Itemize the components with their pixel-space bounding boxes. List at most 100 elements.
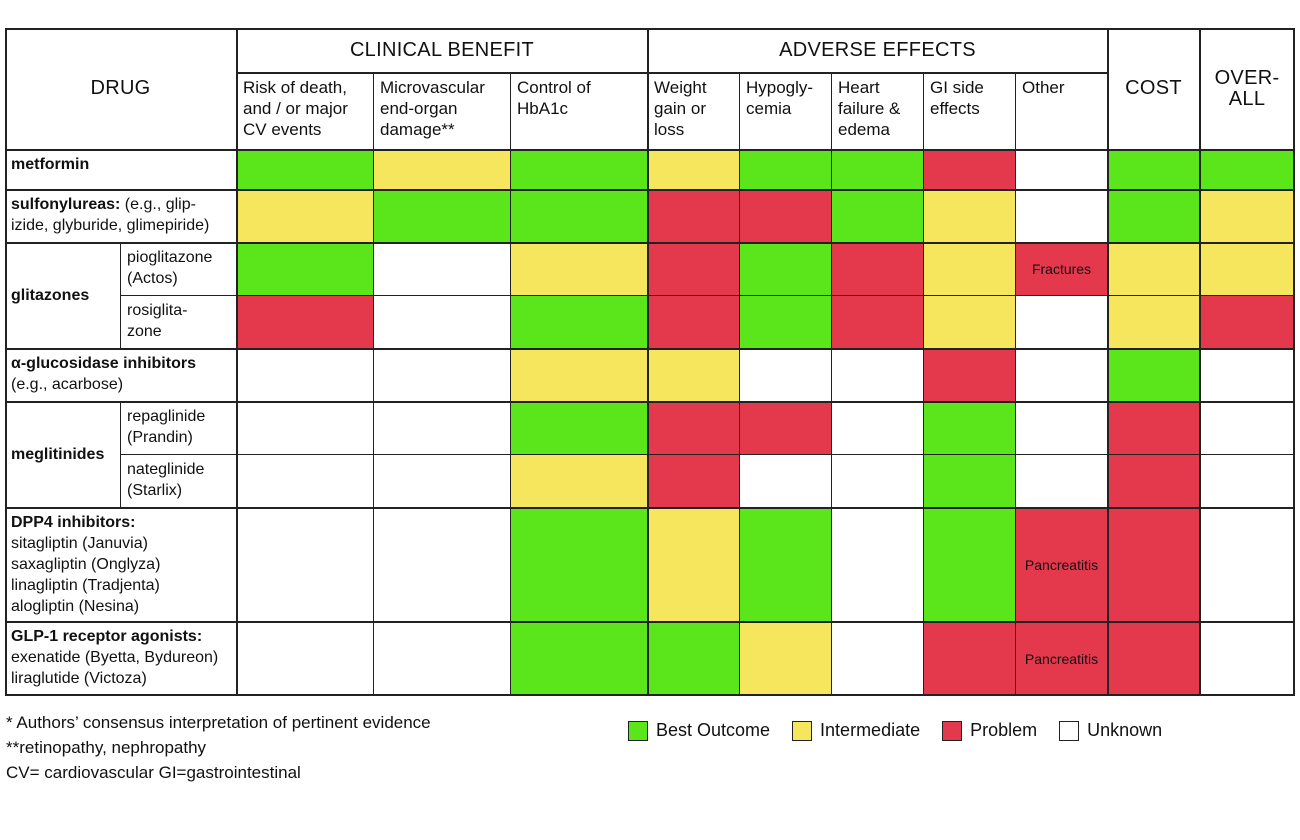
row-subdrug: nateglinide (Starlix) [121, 455, 237, 508]
legend-item-unknown: Unknown [1059, 720, 1162, 741]
table-rule [1107, 28, 1109, 696]
header-column-2: Control of HbA1c [511, 73, 648, 150]
rating-cell [1108, 296, 1200, 349]
row-group-glp1: GLP-1 receptor agonists: exenatide (Byet… [5, 622, 237, 696]
rating-cell [1108, 402, 1200, 455]
rating-cell [832, 402, 924, 455]
drug-class-label: metformin [11, 154, 89, 175]
rating-cell: Pancreatitis [1016, 622, 1108, 696]
rating-cell [648, 349, 740, 402]
legend-item-best: Best Outcome [628, 720, 770, 741]
sub-drug-label: pioglitazone (Actos) [127, 249, 213, 287]
rating-cell [374, 455, 511, 508]
drug-class-label: α-glucosidase inhibitors (e.g., acarbose… [11, 353, 196, 395]
rating-cell: Fractures [1016, 243, 1108, 296]
row-group-sulfonylureas: sulfonylureas: (e.g., glip- izide, glybu… [5, 190, 237, 243]
drug-examples: exenatide (Byetta, Bydureon) liraglutide… [11, 649, 219, 687]
rating-cell [924, 150, 1016, 190]
rating-cell [740, 402, 832, 455]
header-adverse-effects: ADVERSE EFFECTS [648, 28, 1108, 73]
header-column-3: Weight gain or loss [648, 73, 740, 150]
rating-cell [832, 455, 924, 508]
table-rule [1199, 28, 1201, 696]
column-header-label: Microvascular end-organ damage** [380, 78, 485, 139]
rating-cell [740, 150, 832, 190]
table-rule [236, 28, 238, 696]
rating-cell [1016, 455, 1108, 508]
column-header-label: GI side effects [930, 78, 984, 118]
rating-cell [740, 296, 832, 349]
header-column-0: Risk of death, and / or major CV events [237, 73, 374, 150]
drug-class-label: GLP-1 receptor agonists: exenatide (Byet… [11, 626, 218, 689]
rating-cell [1016, 296, 1108, 349]
column-header-label: Heart failure & edema [838, 78, 901, 139]
sub-drug-label: rosiglita- zone [127, 302, 188, 340]
rating-cell [832, 150, 924, 190]
rating-cell [648, 455, 740, 508]
rating-cell [832, 296, 924, 349]
rating-cell [832, 508, 924, 622]
rating-cell [1200, 455, 1295, 508]
drug-examples: (e.g., acarbose) [11, 376, 124, 393]
sub-drug-label: nateglinide (Starlix) [127, 461, 205, 499]
rating-cell [740, 508, 832, 622]
rating-note: Fractures [1031, 261, 1092, 277]
header-column-1: Microvascular end-organ damage** [374, 73, 511, 150]
rating-cell [237, 402, 374, 455]
drug-class-name: metformin [11, 156, 90, 173]
rating-cell [374, 508, 511, 622]
legend-swatch [628, 720, 648, 741]
header-column-4: Hypogly- cemia [740, 73, 832, 150]
rating-cell [237, 455, 374, 508]
rating-note: Pancreatitis [1024, 556, 1099, 573]
header-overall: OVER- ALL [1200, 28, 1295, 150]
rating-cell [740, 243, 832, 296]
drug-class-label: meglitinides [5, 444, 120, 465]
drug-class-label: DPP4 inhibitors: sitagliptin (Januvia) s… [11, 512, 160, 617]
legend-label: Best Outcome [656, 720, 771, 740]
rating-cell [648, 190, 740, 243]
row-subdrug: repaglinide (Prandin) [121, 402, 237, 455]
rating-cell [237, 243, 374, 296]
rating-cell [511, 349, 648, 402]
rating-cell [237, 349, 374, 402]
legend-label: Unknown [1087, 720, 1163, 740]
rating-cell [1108, 508, 1200, 622]
drug-class-name: α-glucosidase inhibitors [11, 355, 196, 372]
row-group-glitazones: glitazones [5, 243, 121, 349]
rating-cell [924, 622, 1016, 696]
table-rule [5, 242, 1295, 244]
rating-cell [511, 150, 648, 190]
drug-examples: sitagliptin (Januvia) saxagliptin (Ongly… [11, 535, 161, 615]
header-cost-label: COST [1125, 77, 1182, 99]
header-column-5: Heart failure & edema [832, 73, 924, 150]
table-rule [5, 401, 1295, 403]
rating-cell [237, 622, 374, 696]
rating-cell [511, 296, 648, 349]
rating-cell [832, 190, 924, 243]
rating-cell [374, 402, 511, 455]
legend-item-problem: Problem [942, 720, 1037, 741]
rating-cell [1016, 349, 1108, 402]
row-subdrug: rosiglita- zone [121, 296, 237, 349]
row-group-meglitinides: meglitinides [5, 402, 121, 508]
table-rule [5, 149, 1295, 151]
legend-swatch [792, 720, 813, 741]
rating-cell [740, 455, 832, 508]
rating-cell [924, 296, 1016, 349]
footnote-consensus: * Authors’ consensus interpretation of p… [6, 713, 431, 732]
rating-cell [740, 190, 832, 243]
header-overall-label: OVER- ALL [1214, 66, 1280, 110]
rating-cell [1016, 402, 1108, 455]
footnotes: * Authors’ consensus interpretation of p… [6, 710, 431, 785]
rating-cell [1108, 455, 1200, 508]
table-rule [5, 507, 1295, 509]
rating-cell [1108, 243, 1200, 296]
rating-cell [832, 622, 924, 696]
rating-cell [924, 190, 1016, 243]
rating-cell [511, 508, 648, 622]
rating-cell [740, 349, 832, 402]
rating-cell [511, 622, 648, 696]
rating-cell [832, 349, 924, 402]
rating-cell [1108, 190, 1200, 243]
